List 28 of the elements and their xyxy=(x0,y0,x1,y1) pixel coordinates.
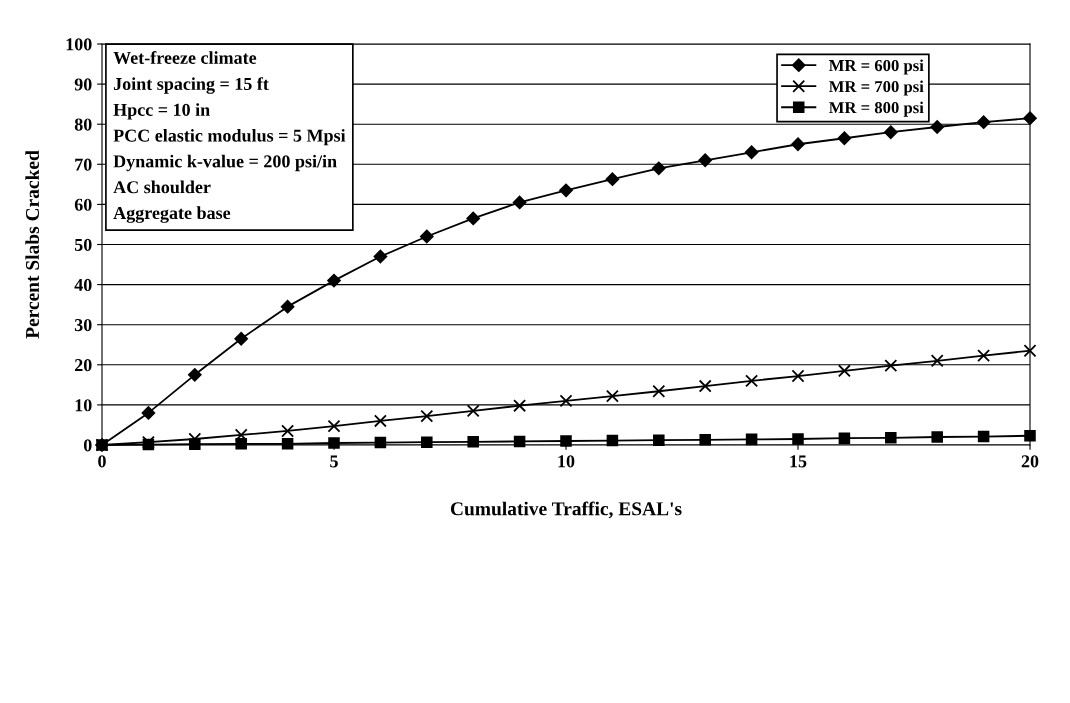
y-tick-label: 30 xyxy=(74,318,92,332)
x-tick-label: 10 xyxy=(558,455,575,468)
x-tick-label: 15 xyxy=(790,455,807,468)
y-tick-label: 20 xyxy=(74,359,92,372)
x-tick-label: 20 xyxy=(1021,455,1039,468)
annotation: PCC elastic modulus = 5 Mpsi xyxy=(113,128,346,146)
annotation: Aggregate base xyxy=(113,206,231,223)
annotation: Wet-freeze climate xyxy=(113,51,257,65)
legend-label: MR = 700 psi xyxy=(829,80,924,96)
y-tick-label: 80 xyxy=(74,118,92,131)
x-axis-title: Cumulative Traffic, ESAL's xyxy=(450,501,682,519)
legend-label: MR = 800 psi xyxy=(829,101,924,117)
annotation: Joint spacing = 15 ft xyxy=(113,77,269,94)
y-tick-label: 0 xyxy=(83,439,92,452)
annotation: Dynamic k-value = 200 psi/in xyxy=(113,154,337,172)
x-tick-label: 0 xyxy=(98,455,106,468)
y-tick-label: 10 xyxy=(75,399,92,412)
y-axis-title: Percent Slabs Cracked xyxy=(25,150,40,339)
y-tick-label: 100 xyxy=(66,38,92,51)
y-tick-label: 90 xyxy=(74,78,92,91)
legend-label: MR = 600 psi xyxy=(829,59,924,75)
annotation: Hpcc = 10 in xyxy=(113,103,210,120)
y-tick-label: 70 xyxy=(75,158,92,171)
y-tick-label: 60 xyxy=(74,198,92,211)
x-tick-label: 5 xyxy=(330,455,338,468)
y-tick-label: 50 xyxy=(74,238,92,251)
y-tick-label: 40 xyxy=(74,278,92,292)
annotation: AC shoulder xyxy=(113,180,211,194)
